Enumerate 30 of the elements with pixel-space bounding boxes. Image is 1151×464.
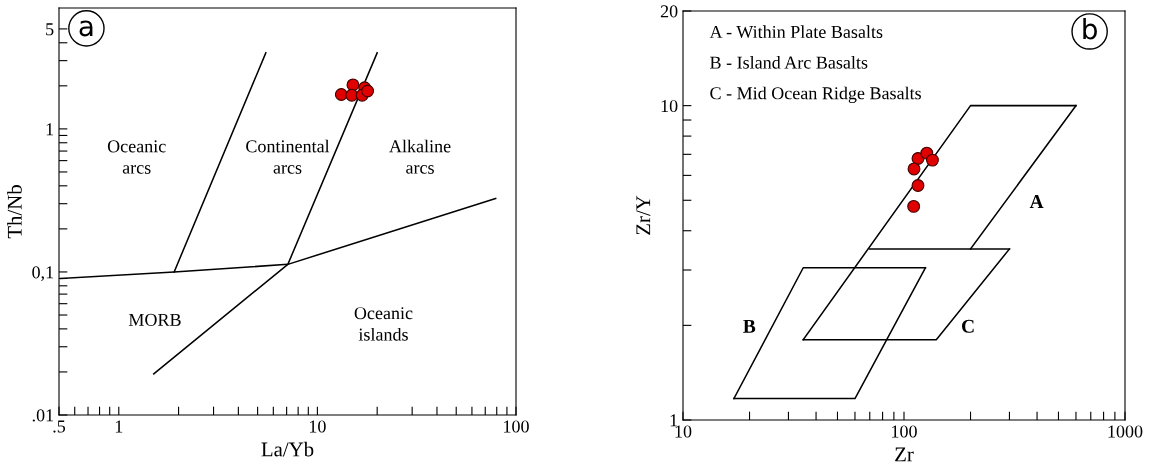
annotation: C - Mid Ocean Ridge Basalts [710, 86, 921, 104]
x-tick-label: 10 [675, 425, 692, 438]
y-tick-label: .01 [32, 409, 54, 422]
x-tick-label: 100 [504, 420, 529, 433]
annotation: Oceanic arcs [107, 140, 166, 174]
x-tick-label: 10 [309, 420, 326, 433]
y-axis-title: Zr/Y [636, 195, 651, 235]
annotation: C [962, 319, 974, 333]
y-axis-title: Th/Nb [7, 185, 22, 239]
x-tick-label: .5 [53, 420, 66, 433]
x-axis-title: La/Yb [261, 441, 314, 457]
annotation: B - Island Arc Basalts [710, 55, 868, 69]
y-tick-label: 1 [46, 123, 54, 136]
annotation: a [79, 20, 93, 37]
annotation: MORB [128, 313, 181, 326]
annotation: b [1083, 18, 1097, 40]
x-axis-title: Zr [895, 447, 914, 462]
annotation: A - Within Plate Basalts [709, 25, 883, 39]
annotation: B [743, 319, 756, 333]
y-tick-label: 5 [46, 23, 54, 36]
annotation: Continental arcs [246, 139, 330, 174]
y-tick-label: 0,1 [32, 266, 54, 281]
x-tick-label: 1 [115, 420, 123, 433]
annotation: A [1029, 195, 1044, 208]
y-tick-label: 10 [661, 99, 678, 113]
y-tick-label: 20 [660, 5, 678, 18]
x-tick-label: 1000 [1108, 425, 1143, 438]
annotation: Oceanic islands [354, 307, 413, 341]
x-tick-label: 100 [892, 425, 917, 438]
annotation: Alkaline arcs [389, 139, 451, 174]
